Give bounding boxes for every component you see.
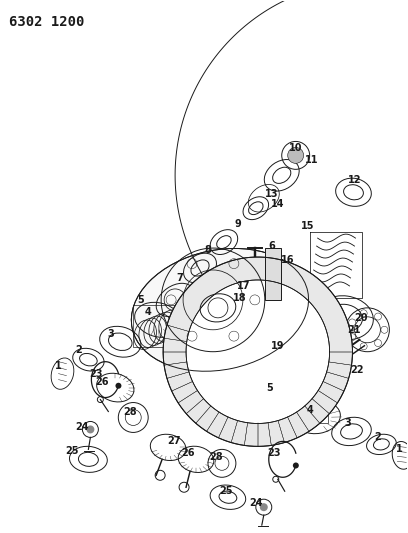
Ellipse shape <box>163 257 353 446</box>
Circle shape <box>115 383 122 389</box>
Text: 15: 15 <box>301 221 315 231</box>
Text: 16: 16 <box>281 255 295 265</box>
Text: 12: 12 <box>348 175 361 185</box>
Text: 23: 23 <box>90 369 103 378</box>
Text: 28: 28 <box>124 407 137 416</box>
Text: 26: 26 <box>181 448 195 458</box>
Text: 18: 18 <box>233 293 247 303</box>
Text: 10: 10 <box>289 143 302 154</box>
Text: 7: 7 <box>177 273 184 283</box>
Text: 2: 2 <box>374 432 381 442</box>
Text: 6302 1200: 6302 1200 <box>9 15 84 29</box>
Text: 1: 1 <box>55 361 62 370</box>
Text: 5: 5 <box>137 295 144 305</box>
Text: 22: 22 <box>351 365 364 375</box>
Text: 4: 4 <box>145 307 151 317</box>
Text: 5: 5 <box>266 383 273 393</box>
Text: 25: 25 <box>66 446 79 456</box>
Text: 13: 13 <box>265 189 279 199</box>
Text: 25: 25 <box>219 486 233 496</box>
Text: 26: 26 <box>95 377 109 386</box>
Text: 24: 24 <box>75 423 89 432</box>
Text: 11: 11 <box>305 155 318 165</box>
Text: 19: 19 <box>271 341 284 351</box>
Text: 21: 21 <box>348 325 361 335</box>
Circle shape <box>288 148 304 163</box>
Text: 24: 24 <box>249 498 263 508</box>
Text: 9: 9 <box>235 219 241 229</box>
Circle shape <box>293 463 299 469</box>
FancyBboxPatch shape <box>265 248 281 300</box>
Ellipse shape <box>131 248 308 372</box>
Text: 4: 4 <box>306 405 313 415</box>
Text: 28: 28 <box>209 453 223 462</box>
Text: 6: 6 <box>268 241 275 251</box>
Text: 3: 3 <box>107 329 114 339</box>
Text: 1: 1 <box>396 445 403 454</box>
Text: 27: 27 <box>167 437 181 447</box>
Text: 8: 8 <box>204 245 211 255</box>
Text: 3: 3 <box>344 418 351 429</box>
Text: 23: 23 <box>267 448 281 458</box>
Text: 2: 2 <box>75 345 82 355</box>
Ellipse shape <box>186 280 330 423</box>
Text: 20: 20 <box>355 313 368 323</box>
Text: 14: 14 <box>271 199 284 209</box>
Circle shape <box>260 503 268 511</box>
Text: 17: 17 <box>237 281 251 291</box>
Circle shape <box>86 425 94 433</box>
